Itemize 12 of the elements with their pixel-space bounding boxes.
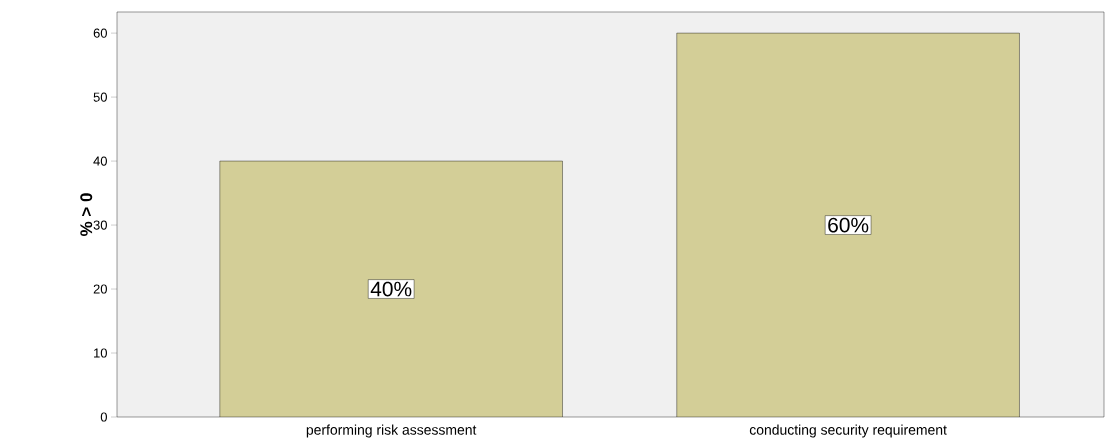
y-tick-label: 30 — [93, 220, 107, 230]
y-tick-label: 10 — [94, 348, 107, 358]
y-tick-label: 40 — [93, 156, 107, 166]
x-tick-label: performing risk assessment — [306, 424, 477, 438]
y-tick-label: 20 — [93, 284, 107, 294]
y-axis-title: % > 0 — [80, 193, 93, 236]
y-tick-label: 50 — [93, 92, 107, 102]
data-label: 60% — [828, 217, 869, 233]
x-tick-label: conducting security requirement — [749, 424, 947, 438]
y-tick-label: 0 — [100, 412, 107, 422]
data-label: 40% — [370, 281, 412, 297]
y-tick-label: 60 — [93, 28, 107, 38]
